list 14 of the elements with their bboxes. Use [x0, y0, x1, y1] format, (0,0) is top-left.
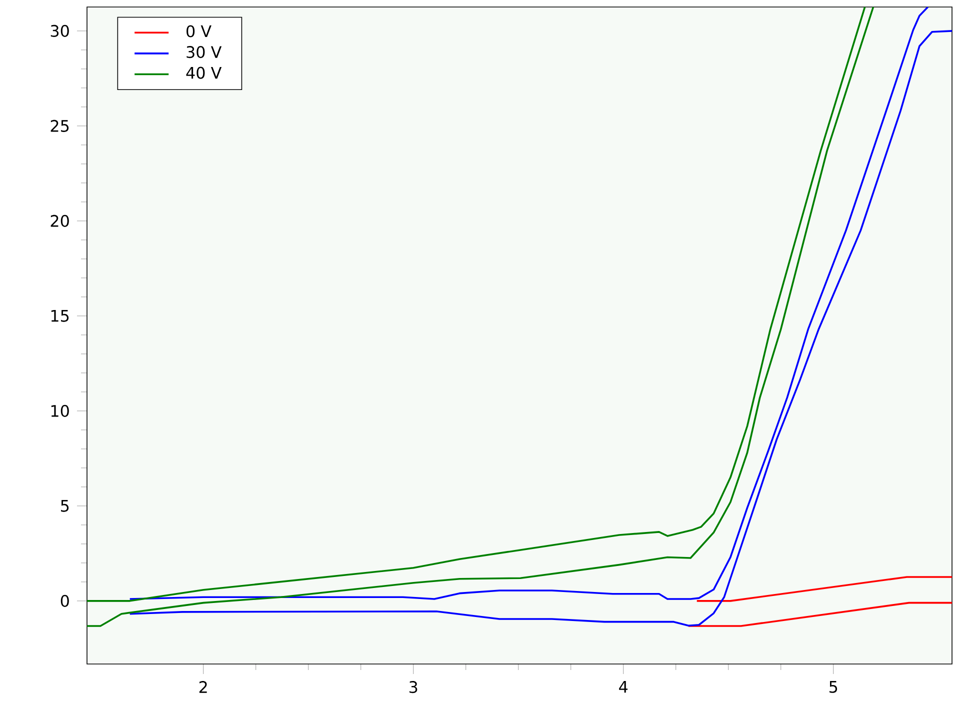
- legend-label: 30 V: [186, 46, 222, 58]
- y-tick-label: 5: [61, 500, 69, 512]
- x-tick-label: 2: [199, 681, 207, 693]
- y-tick-label: 10: [51, 404, 69, 417]
- x-tick-label: 5: [830, 681, 838, 693]
- y-tick-label: 15: [51, 310, 69, 322]
- y-tick-label: 25: [50, 120, 69, 132]
- legend-label: 0 V: [186, 25, 212, 38]
- y-tick-label: 20: [50, 214, 69, 227]
- y-tick-label: 30: [50, 24, 69, 37]
- x-tick-label: 3: [409, 681, 418, 694]
- y-tick-label: 0: [60, 594, 69, 607]
- legend-label: 40 V: [186, 66, 222, 79]
- x-tick-label: 4: [619, 681, 628, 693]
